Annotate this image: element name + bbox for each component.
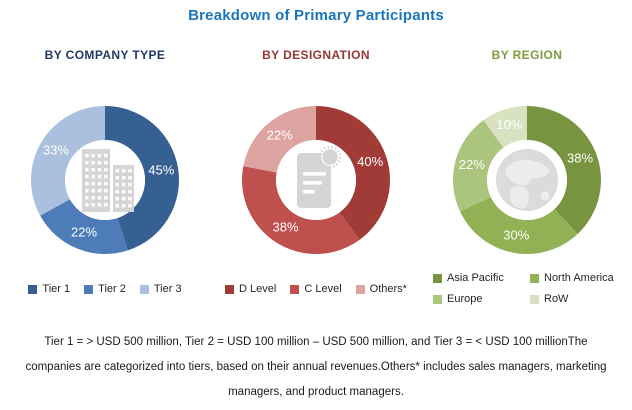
legend-swatch [530,294,539,304]
pie-slice-tier-3 [30,106,106,216]
legend-item-others-: Others* [355,283,407,295]
percent-label: 45% [148,163,174,178]
legend-label: Tier 2 [98,283,126,295]
chart-title-company-type: BY COMPANY TYPE [44,48,166,62]
globe-icon [496,149,558,211]
donut-chart-region: 38% 30% 22% 10% [452,106,601,255]
percent-label: 38% [567,150,593,165]
chart-title-region: BY REGION [491,48,563,62]
legend-swatch [433,294,442,304]
legend-item-row: RoW [530,293,614,305]
legend-swatch [355,284,365,294]
legend-label: Asia Pacific [447,272,504,284]
pie-slice-c-level [241,166,360,255]
chart-column-designation: BY DESIGNATION 40% 38% 22% D Level C Level O… [211,46,421,326]
percent-label: 40% [357,154,383,169]
legend-region: Asia Pacific North America Europe RoW [433,272,614,305]
chart-column-region: BY REGION 38% 30% 22% 10% Asia Pacific North… [422,46,632,326]
legend-designation: D Level C Level Others* [211,283,421,295]
percent-label: 22% [267,128,293,143]
buildings-icon [82,149,134,212]
legend-swatch [139,284,149,294]
percent-label: 10% [496,117,522,132]
legend-label: RoW [544,293,569,305]
legend-company-type: Tier 1 Tier 2 Tier 3 [0,283,210,295]
legend-swatch [28,284,38,294]
legend-swatch [84,284,94,294]
donut-chart-company-type: 45% 22% 33% [30,106,180,255]
legend-label: Tier 1 [42,283,71,295]
page-title: Breakdown of Primary Participants [188,7,444,24]
pie-slice-others- [243,106,316,173]
legend-label: Europe [447,293,483,305]
pie-slice-europe [452,120,504,212]
legend-label: North America [544,272,614,284]
footnote: Tier 1 = > USD 500 million, Tier 2 = USD… [25,336,607,398]
legend-swatch [433,273,442,283]
legend-item-tier-1: Tier 1 [28,283,70,295]
chart-column-company-type: BY COMPANY TYPE 45% 22% 33% Tier 1 Tier 2 Ti… [0,46,210,326]
legend-item-d-level: D Level [225,283,276,295]
legend-item-north-america: North America [530,272,614,284]
percent-label: 22% [459,157,485,172]
legend-label: C Level [304,283,342,295]
legend-item-tier-3: Tier 3 [139,283,182,295]
legend-swatch [290,284,300,294]
percent-label: 22% [71,224,97,239]
donut-chart-designation: 40% 38% 22% [241,106,391,255]
pie-slice-row [483,106,527,148]
percent-label: 33% [43,142,69,157]
certificate-icon [297,145,342,208]
chart-title-designation: BY DESIGNATION [262,48,370,62]
legend-label: Tier 3 [153,283,182,295]
legend-label: Others* [369,283,407,295]
percent-label: 30% [503,227,529,242]
legend-item-c-level: C Level [290,283,342,295]
legend-label: D Level [239,283,277,295]
legend-swatch [530,273,539,283]
legend-item-asia-pacific: Asia Pacific [433,272,530,284]
pie-slice-asia-pacific [527,106,601,234]
pie-slice-d-level [316,106,391,240]
percent-label: 38% [272,220,298,235]
pie-slice-tier-2 [40,199,128,255]
legend-swatch [225,284,235,294]
pie-slice-tier-1 [105,106,180,251]
legend-item-tier-2: Tier 2 [84,283,126,295]
pie-slice-north-america [460,197,578,255]
legend-item-europe: Europe [433,293,530,305]
